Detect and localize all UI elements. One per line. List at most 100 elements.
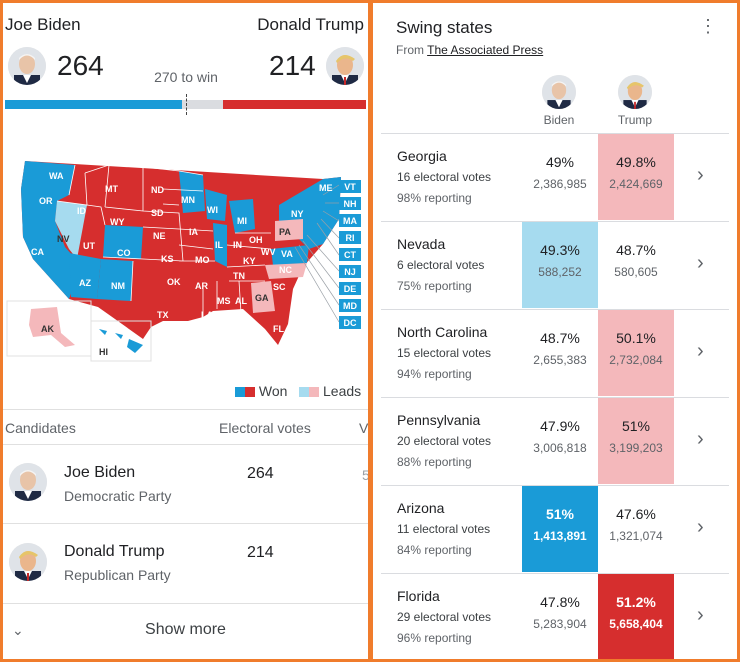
biden-name[interactable]: Joe Biden — [5, 15, 81, 34]
map-hawaii — [99, 329, 143, 353]
source-line: From The Associated Press — [396, 43, 543, 57]
win-threshold-marker — [186, 94, 187, 115]
trump-vote-count: 2,732,084 — [609, 353, 663, 367]
chevron-right-icon[interactable]: › — [697, 164, 704, 186]
trump-result-cell: 48.7% 580,605 — [598, 222, 674, 308]
biden-percent: 51% — [545, 506, 575, 522]
svg-text:ME: ME — [319, 183, 333, 193]
biden-electoral-votes: 264 — [57, 50, 104, 81]
chevron-right-icon[interactable]: › — [697, 340, 704, 362]
candidate-party: Democratic Party — [64, 488, 172, 504]
state-reporting: 88% reporting — [397, 455, 472, 469]
svg-text:ID: ID — [77, 206, 87, 216]
electoral-map[interactable]: WA OR CA NV ID MT WY UT AZ CO NM ND SD NE KS OK TX M… — [3, 149, 368, 379]
candidate-votes: 214 — [247, 544, 274, 561]
map-nevada — [55, 201, 87, 259]
svg-text:AL: AL — [235, 296, 247, 306]
state-box-vt — [339, 180, 361, 193]
trump-electoral-votes: 214 — [269, 50, 316, 81]
candidate-party: Republican Party — [64, 567, 171, 583]
trump-result-cell: 49.8% 2,424,669 — [598, 134, 674, 220]
swing-state-row[interactable]: Nevada 6 electoral votes 75% reporting 49.3… — [381, 222, 729, 308]
biden-percent: 47.8% — [540, 594, 580, 610]
state-box-dc — [339, 316, 361, 329]
biden-percent: 48.7% — [540, 330, 580, 346]
biden-percent: 49.3% — [540, 242, 580, 258]
state-box-label: DE — [344, 284, 357, 294]
biden-avatar[interactable] — [8, 47, 46, 85]
candidate-clipped-value: 5 — [362, 467, 368, 483]
map-arizona — [69, 253, 101, 299]
svg-text:KS: KS — [161, 254, 174, 264]
state-box-nh — [339, 197, 361, 210]
col-clipped-header: V — [359, 420, 368, 436]
source-link[interactable]: The Associated Press — [427, 43, 544, 57]
svg-text:CA: CA — [31, 247, 44, 257]
map-michigan — [229, 199, 255, 233]
divider — [381, 133, 729, 134]
map-north-carolina — [265, 263, 307, 279]
divider — [381, 573, 729, 574]
state-name: North Carolina — [397, 324, 488, 340]
biden-vote-count: 3,006,818 — [533, 441, 587, 455]
chevron-down-icon[interactable]: ⌄ — [12, 622, 24, 638]
state-box-label: NH — [344, 199, 357, 209]
legend-won-dem-swatch — [235, 387, 245, 397]
svg-text:PA: PA — [279, 227, 291, 237]
swing-state-row[interactable]: Pennsylvania 20 electoral votes 88% report… — [381, 398, 729, 484]
hawaii-inset-box — [90, 320, 152, 362]
trump-vote-count: 1,321,074 — [609, 529, 663, 543]
state-box-ma — [339, 214, 361, 227]
state-box-nj — [339, 265, 361, 278]
svg-text:NV: NV — [57, 234, 70, 244]
biden-result-cell: 47.9% 3,006,818 — [522, 398, 598, 484]
trump-avatar[interactable] — [326, 47, 364, 85]
biden-vote-count: 588,252 — [538, 265, 582, 279]
swing-state-row[interactable]: Florida 29 electoral votes 96% reporting 47… — [381, 574, 729, 659]
map-new-mexico — [97, 259, 133, 301]
svg-text:MT: MT — [105, 184, 118, 194]
chevron-right-icon[interactable]: › — [697, 516, 704, 538]
trump-name[interactable]: Donald Trump — [257, 15, 364, 34]
state-box-label: RI — [346, 233, 355, 243]
map-pennsylvania — [275, 219, 303, 241]
biden-vote-count: 2,386,985 — [533, 177, 587, 191]
map-callout-lines — [294, 184, 340, 323]
state-name: Florida — [397, 588, 440, 604]
svg-text:OH: OH — [249, 235, 263, 245]
biden-vote-bar — [5, 100, 182, 109]
svg-text:WV: WV — [261, 247, 276, 257]
svg-text:MO: MO — [195, 255, 210, 265]
col-electoral-votes-header: Electoral votes — [219, 420, 311, 436]
biden-column-header: Biden — [543, 113, 575, 127]
more-options-icon[interactable]: ⋮ — [699, 16, 717, 36]
state-reporting: 94% reporting — [397, 367, 472, 381]
trump-vote-count: 580,605 — [614, 265, 658, 279]
svg-text:GA: GA — [255, 293, 269, 303]
state-reporting: 84% reporting — [397, 543, 472, 557]
svg-text:MN: MN — [181, 195, 195, 205]
map-colorado — [103, 225, 143, 259]
biden-vote-count: 5,283,904 — [533, 617, 587, 631]
swing-state-row[interactable]: North Carolina 15 electoral votes 94% repo… — [381, 310, 729, 396]
divider — [3, 444, 368, 445]
svg-text:NE: NE — [153, 231, 166, 241]
swing-state-row[interactable]: Arizona 11 electoral votes 84% reporting 51… — [381, 486, 729, 572]
map-minnesota — [179, 171, 205, 213]
chevron-right-icon[interactable]: › — [697, 428, 704, 450]
biden-row-avatar — [9, 463, 47, 501]
col-candidates-header: Candidates — [5, 420, 76, 436]
divider — [3, 409, 368, 410]
swing-state-row[interactable]: Georgia 16 electoral votes 98% reporting 49… — [381, 134, 729, 220]
candidate-votes: 264 — [247, 465, 274, 482]
state-box-ct — [339, 248, 361, 261]
chevron-right-icon[interactable]: › — [697, 252, 704, 274]
svg-text:MI: MI — [237, 216, 247, 226]
trump-result-cell: 50.1% 2,732,084 — [598, 310, 674, 396]
uncalled-vote-bar — [182, 100, 223, 109]
show-more-button[interactable]: Show more — [145, 621, 226, 638]
map-wisconsin — [205, 189, 227, 221]
chevron-right-icon[interactable]: › — [697, 604, 704, 626]
results-panel: Joe Biden Donald Trump 264 270 to win 21… — [3, 3, 368, 659]
svg-text:HI: HI — [99, 347, 108, 357]
